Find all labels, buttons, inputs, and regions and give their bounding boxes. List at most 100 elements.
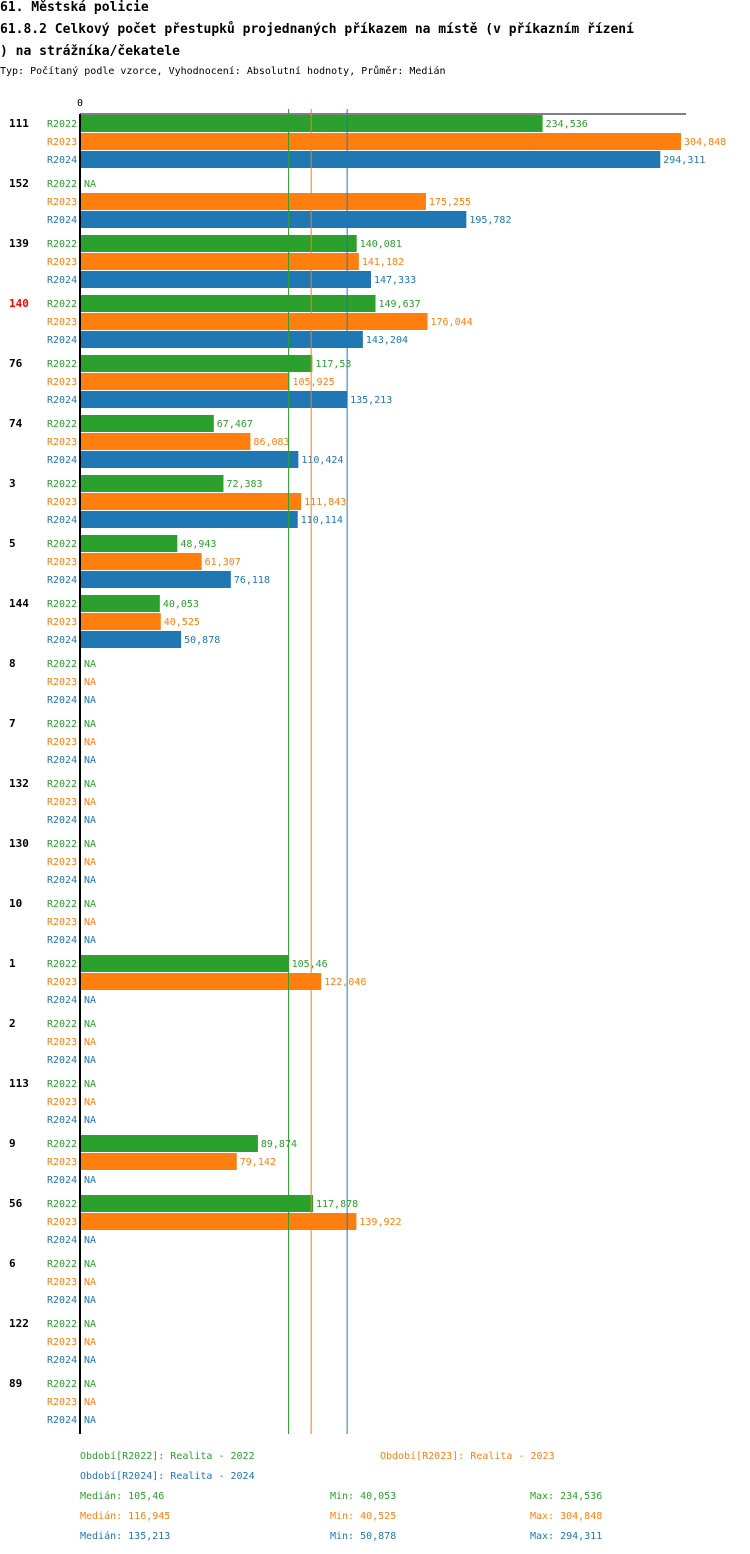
data-label: 40,053 bbox=[163, 599, 199, 610]
na-label: NA bbox=[84, 1397, 96, 1408]
series-label-r2023: R2023 bbox=[47, 1157, 77, 1168]
series-label-r2024: R2024 bbox=[47, 1355, 77, 1366]
bar-56-r2022 bbox=[81, 1195, 314, 1212]
series-label-r2023: R2023 bbox=[47, 557, 77, 568]
bar-139-r2024 bbox=[81, 271, 371, 288]
series-label-r2024: R2024 bbox=[47, 755, 77, 766]
series-label-r2022: R2022 bbox=[47, 719, 77, 730]
category-label-56: 56 bbox=[9, 1197, 23, 1210]
category-label-122: 122 bbox=[9, 1317, 29, 1330]
bar-3-r2023 bbox=[81, 493, 302, 510]
series-label-r2024: R2024 bbox=[47, 1235, 77, 1246]
category-label-113: 113 bbox=[9, 1077, 29, 1090]
data-label: 117,878 bbox=[316, 1199, 358, 1210]
bar-74-r2024 bbox=[81, 451, 299, 468]
series-label-r2023: R2023 bbox=[47, 437, 77, 448]
data-label: 40,525 bbox=[164, 617, 200, 628]
na-label: NA bbox=[84, 1355, 96, 1366]
na-label: NA bbox=[84, 737, 96, 748]
na-label: NA bbox=[84, 1415, 96, 1426]
bar-3-r2022 bbox=[81, 475, 224, 492]
category-label-1: 1 bbox=[9, 957, 16, 970]
series-label-r2022: R2022 bbox=[47, 479, 77, 490]
bar-chart: 0 111 R2022 234,536 R2023 304,848 R2024 294,311… bbox=[9, 98, 726, 1434]
series-label-r2023: R2023 bbox=[47, 1097, 77, 1108]
bar-111-r2023 bbox=[81, 133, 681, 150]
series-label-r2024: R2024 bbox=[47, 515, 77, 526]
category-label-10: 10 bbox=[9, 897, 22, 910]
na-label: NA bbox=[84, 875, 96, 886]
bar-76-r2023 bbox=[81, 373, 290, 390]
series-label-r2024: R2024 bbox=[47, 1055, 77, 1066]
legend-r2024: Období[R2024]: Realita - 2024 bbox=[80, 1471, 255, 1482]
series-label-r2024: R2024 bbox=[47, 1415, 77, 1426]
series-label-r2023: R2023 bbox=[47, 977, 77, 988]
series-label-r2022: R2022 bbox=[47, 959, 77, 970]
series-label-r2022: R2022 bbox=[47, 359, 77, 370]
na-label: NA bbox=[84, 659, 96, 670]
category-label-130: 130 bbox=[9, 837, 29, 850]
na-label: NA bbox=[84, 1235, 96, 1246]
data-label: 304,848 bbox=[684, 137, 726, 148]
na-label: NA bbox=[84, 1277, 96, 1288]
data-label: 122,046 bbox=[324, 977, 366, 988]
na-label: NA bbox=[84, 779, 96, 790]
na-label: NA bbox=[84, 899, 96, 910]
series-label-r2024: R2024 bbox=[47, 1295, 77, 1306]
bar-152-r2023 bbox=[81, 193, 426, 210]
series-label-r2024: R2024 bbox=[47, 695, 77, 706]
stat-max-r2024: Max: 294,311 bbox=[530, 1531, 603, 1542]
bar-1-r2023 bbox=[81, 973, 322, 990]
axis-zero-label: 0 bbox=[77, 98, 83, 109]
data-label: 294,311 bbox=[663, 155, 705, 166]
category-label-76: 76 bbox=[9, 357, 23, 370]
series-label-r2023: R2023 bbox=[47, 197, 77, 208]
bar-111-r2022 bbox=[81, 115, 543, 132]
series-label-r2023: R2023 bbox=[47, 137, 77, 148]
series-label-r2023: R2023 bbox=[47, 1397, 77, 1408]
data-label: 143,204 bbox=[366, 335, 408, 346]
bar-5-r2022 bbox=[81, 535, 178, 552]
series-label-r2022: R2022 bbox=[47, 1199, 77, 1210]
series-label-r2024: R2024 bbox=[47, 335, 77, 346]
series-label-r2022: R2022 bbox=[47, 1019, 77, 1030]
data-label: 89,874 bbox=[261, 1139, 297, 1150]
series-label-r2023: R2023 bbox=[47, 1337, 77, 1348]
stat-min-r2024: Min: 50,878 bbox=[330, 1531, 397, 1542]
bar-9-r2022 bbox=[81, 1135, 258, 1152]
category-label-3: 3 bbox=[9, 477, 16, 490]
series-label-r2022: R2022 bbox=[47, 1319, 77, 1330]
series-label-r2023: R2023 bbox=[47, 317, 77, 328]
series-label-r2024: R2024 bbox=[47, 275, 77, 286]
na-label: NA bbox=[84, 1295, 96, 1306]
category-label-2: 2 bbox=[9, 1017, 16, 1030]
bar-9-r2023 bbox=[81, 1153, 237, 1170]
series-label-r2022: R2022 bbox=[47, 899, 77, 910]
series-label-r2022: R2022 bbox=[47, 1139, 77, 1150]
category-label-132: 132 bbox=[9, 777, 29, 790]
series-label-r2022: R2022 bbox=[47, 419, 77, 430]
series-label-r2024: R2024 bbox=[47, 455, 77, 466]
data-label: 149,637 bbox=[379, 299, 421, 310]
na-label: NA bbox=[84, 935, 96, 946]
na-label: NA bbox=[84, 857, 96, 868]
series-label-r2022: R2022 bbox=[47, 599, 77, 610]
data-label: 72,383 bbox=[226, 479, 262, 490]
category-label-111: 111 bbox=[9, 117, 29, 130]
stat-min-r2023: Min: 40,525 bbox=[330, 1511, 397, 1522]
series-label-r2022: R2022 bbox=[47, 1259, 77, 1270]
data-label: 140,081 bbox=[360, 239, 402, 250]
series-label-r2023: R2023 bbox=[47, 257, 77, 268]
na-label: NA bbox=[84, 917, 96, 928]
data-label: 79,142 bbox=[240, 1157, 276, 1168]
series-label-r2024: R2024 bbox=[47, 1115, 77, 1126]
data-label: 135,213 bbox=[350, 395, 392, 406]
series-label-r2022: R2022 bbox=[47, 539, 77, 550]
chart-subtitle: Typ: Počítaný podle vzorce, Vyhodnocení:… bbox=[0, 66, 446, 77]
bar-144-r2022 bbox=[81, 595, 160, 612]
series-label-r2024: R2024 bbox=[47, 1175, 77, 1186]
na-label: NA bbox=[84, 1379, 96, 1390]
series-label-r2023: R2023 bbox=[47, 497, 77, 508]
na-label: NA bbox=[84, 1259, 96, 1270]
series-label-r2023: R2023 bbox=[47, 617, 77, 628]
